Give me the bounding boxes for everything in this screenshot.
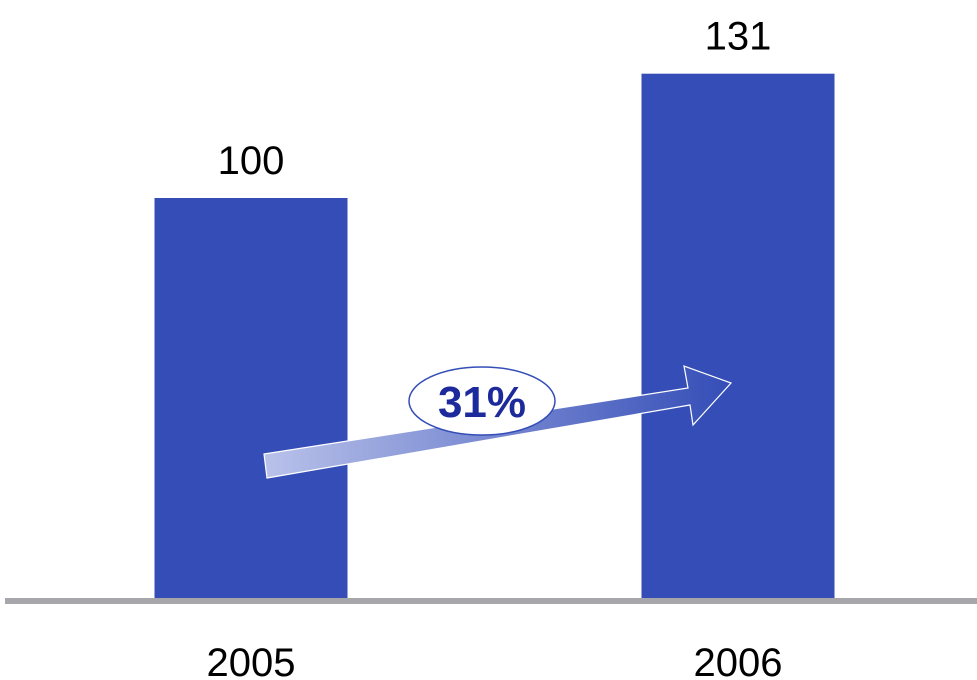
bar-2006 — [641, 73, 835, 599]
growth-badge — [408, 366, 556, 436]
growth-percent-label: 31% — [438, 378, 526, 427]
bar-2005 — [154, 198, 348, 599]
value-label-2005: 100 — [218, 139, 285, 183]
category-label-2005: 2005 — [207, 641, 296, 680]
growth-annotation: 31% — [263, 365, 733, 479]
category-label-2006: 2006 — [694, 641, 783, 680]
value-label-2006: 131 — [705, 15, 772, 59]
bars-layer — [154, 73, 835, 599]
labels-layer: 100 2005 131 2006 — [207, 15, 783, 680]
